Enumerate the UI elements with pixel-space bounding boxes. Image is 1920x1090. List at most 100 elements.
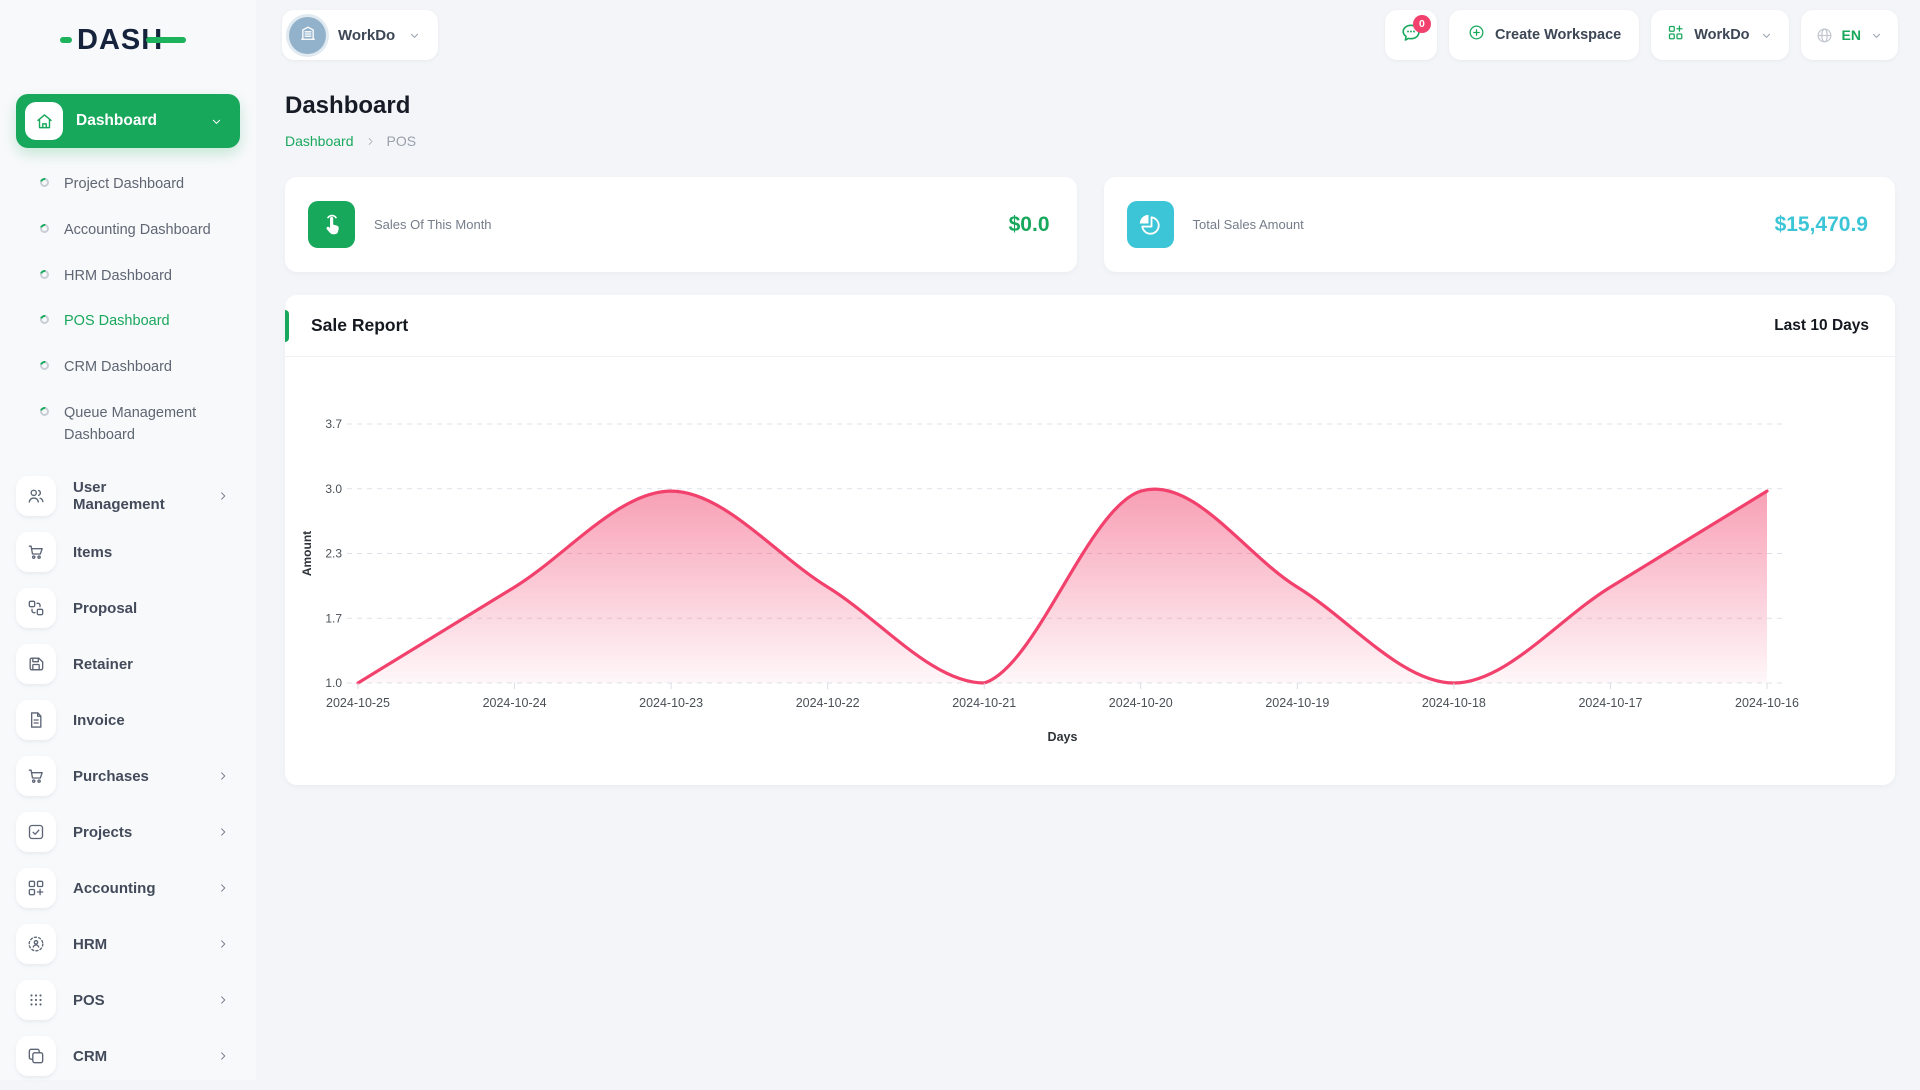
sidebar: DASH Dashboard Project Dashboard Account… — [0, 0, 256, 1080]
sidebar-subitem-hrm-dashboard[interactable]: HRM Dashboard — [0, 254, 256, 300]
x-tick-label: 2024-10-20 — [1109, 696, 1173, 710]
breadcrumb-dashboard-link[interactable]: Dashboard — [285, 133, 354, 149]
messages-button[interactable]: 0 — [1384, 10, 1437, 60]
x-tick-label: 2024-10-24 — [483, 696, 547, 710]
y-tick-label: 1.7 — [325, 611, 342, 625]
page-title: Dashboard — [285, 92, 411, 119]
plus-circle-icon — [1467, 23, 1486, 47]
chevron-right-icon — [216, 769, 230, 783]
create-workspace-button[interactable]: Create Workspace — [1448, 10, 1640, 60]
accounting-icon — [16, 868, 56, 909]
sidebar-subitem-crm-dashboard[interactable]: CRM Dashboard — [0, 345, 256, 391]
chevron-down-icon — [1759, 28, 1774, 43]
logo-accent-bar — [146, 37, 187, 43]
sidebar-item-items[interactable]: Items — [0, 524, 256, 580]
stat-card-total-sales-amount: Total Sales Amount $15,470.9 — [1103, 177, 1895, 272]
users-icon — [16, 476, 56, 517]
sidebar-item-pos[interactable]: POS — [0, 972, 256, 1028]
sale-report-card: Sale Report Last 10 Days 3.7 3.0 2.3 1.7 1.0… — [285, 295, 1895, 785]
chevron-right-icon — [216, 489, 230, 503]
tap-icon — [308, 201, 355, 248]
x-tick-label: 2024-10-16 — [1735, 696, 1799, 710]
sidebar-item-label: Dashboard — [76, 112, 157, 129]
crm-icon — [16, 1036, 56, 1077]
sidebar-item-retainer[interactable]: Retainer — [0, 636, 256, 692]
chevron-right-icon — [216, 937, 230, 951]
sidebar-item-dashboard[interactable]: Dashboard — [16, 94, 240, 148]
sidebar-menu: User Management Items Proposal Retainer … — [0, 462, 256, 1090]
sidebar-subitem-accounting-dashboard[interactable]: Accounting Dashboard — [0, 208, 256, 254]
stat-label: Sales Of This Month — [374, 217, 492, 232]
subitem-label: Accounting Dashboard — [64, 221, 211, 238]
menu-item-label: Projects — [73, 823, 133, 841]
donut-bullet-icon — [38, 405, 51, 418]
menu-item-label: HRM — [73, 935, 108, 953]
y-tick-label: 1.0 — [325, 676, 342, 690]
subitem-label: HRM Dashboard — [64, 267, 172, 284]
grid-plus-icon — [1666, 23, 1685, 47]
sidebar-subitem-queue-management-dashboard[interactable]: Queue Management Dashboard — [0, 391, 256, 459]
projects-icon — [16, 812, 56, 853]
donut-bullet-icon — [38, 176, 51, 189]
menu-item-label: CRM — [73, 1047, 108, 1065]
chevron-down-icon — [1869, 28, 1884, 43]
sidebar-item-accounting[interactable]: Accounting — [0, 860, 256, 916]
menu-item-label: Accounting — [73, 879, 156, 897]
x-tick-label: 2024-10-19 — [1265, 696, 1329, 710]
donut-bullet-icon — [38, 222, 51, 235]
stat-value: $0.0 — [1008, 212, 1050, 236]
donut-bullet-icon — [38, 267, 51, 281]
menu-item-label: User Management — [73, 479, 165, 514]
x-tick-label: 2024-10-17 — [1578, 696, 1642, 710]
chevron-down-icon — [407, 28, 422, 43]
menu-item-label: Proposal — [73, 599, 138, 617]
chevron-right-icon — [216, 993, 230, 1007]
y-axis-title: Amount — [300, 531, 314, 576]
menu-item-label: Invoice — [73, 711, 125, 729]
subitem-label: Project Dashboard — [64, 176, 185, 192]
sidebar-item-hrm[interactable]: HRM — [0, 916, 256, 972]
y-tick-label: 3.7 — [325, 417, 342, 431]
sidebar-item-invoice[interactable]: Invoice — [0, 692, 256, 748]
logo-accent-dot — [60, 37, 72, 43]
retainer-icon — [16, 644, 56, 685]
sidebar-subitem-pos-dashboard[interactable]: POS Dashboard — [0, 299, 256, 345]
subitem-label: CRM Dashboard — [64, 359, 172, 375]
stat-label: Total Sales Amount — [1192, 217, 1304, 232]
workspace-selector[interactable]: WorkDo — [282, 10, 439, 60]
workspace-name: WorkDo — [338, 26, 396, 44]
menu-item-label: Purchases — [73, 767, 149, 785]
x-tick-label: 2024-10-18 — [1422, 696, 1486, 710]
workspace-avatar — [289, 16, 326, 54]
series-line — [356, 487, 1769, 685]
language-selector[interactable]: EN — [1800, 10, 1898, 60]
menu-item-label: Items — [73, 543, 113, 561]
stat-cards-row: Sales Of This Month $0.0 Total Sales Amo… — [285, 177, 1895, 272]
x-tick-label: 2024-10-23 — [639, 696, 703, 710]
stat-card-sales-of-this-month: Sales Of This Month $0.0 — [285, 177, 1077, 272]
dashboard-submenu: Project Dashboard Accounting Dashboard H… — [0, 148, 256, 462]
subitem-label: POS Dashboard — [64, 313, 170, 330]
sidebar-item-purchases[interactable]: Purchases — [0, 748, 256, 804]
sidebar-item-crm[interactable]: CRM — [0, 1028, 256, 1084]
x-tick-label: 2024-10-25 — [326, 696, 390, 710]
series-area-fill — [358, 489, 1767, 683]
sidebar-item-user-management[interactable]: User Management — [0, 468, 256, 524]
workspace-switcher-label: WorkDo — [1694, 27, 1750, 43]
messages-count-badge: 0 — [1412, 15, 1431, 33]
y-tick-label: 3.0 — [325, 482, 342, 496]
stat-value: $15,470.9 — [1774, 212, 1868, 236]
breadcrumb-current: POS — [386, 133, 417, 149]
pos-icon — [16, 980, 56, 1021]
x-tick-label: 2024-10-22 — [796, 696, 860, 710]
workspace-switcher-button[interactable]: WorkDo — [1651, 10, 1789, 60]
invoice-icon — [16, 700, 56, 741]
sidebar-item-projects[interactable]: Projects — [0, 804, 256, 860]
hrm-icon — [16, 924, 56, 965]
sidebar-item-proposal[interactable]: Proposal — [0, 580, 256, 636]
donut-bullet-icon — [38, 313, 51, 326]
sidebar-subitem-project-dashboard[interactable]: Project Dashboard — [0, 162, 256, 208]
globe-icon — [1815, 26, 1834, 45]
y-tick-label: 2.3 — [325, 547, 342, 561]
sale-report-title: Sale Report — [311, 315, 409, 335]
